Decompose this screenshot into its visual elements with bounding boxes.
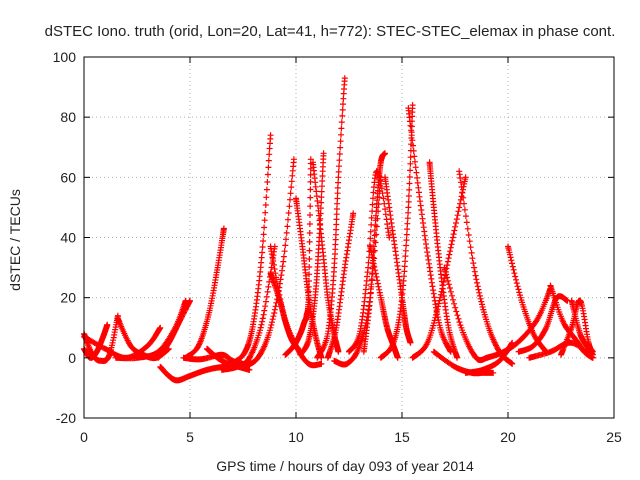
data-point-markers xyxy=(377,102,416,361)
data-series xyxy=(314,75,348,361)
y-tick-label: 20 xyxy=(60,290,76,306)
data-point-markers xyxy=(218,243,278,373)
data-series xyxy=(382,174,414,346)
data-point-markers xyxy=(430,348,497,377)
data-series xyxy=(377,102,416,361)
x-tick-label: 0 xyxy=(80,429,88,445)
data-series xyxy=(155,297,193,361)
data-point-markers xyxy=(324,210,357,361)
x-axis-label: GPS time / hours of day 093 of year 2014 xyxy=(216,458,474,474)
x-tick-label: 25 xyxy=(606,429,622,445)
data-series xyxy=(324,210,357,361)
data-series xyxy=(182,225,227,361)
data-series xyxy=(218,243,278,373)
data-point-markers xyxy=(526,339,596,361)
data-series xyxy=(293,195,325,361)
grid xyxy=(84,57,614,418)
y-tick-label: 60 xyxy=(60,169,76,185)
x-tick-label: 15 xyxy=(394,429,410,445)
data-point-markers xyxy=(293,195,325,361)
data-marks xyxy=(81,75,596,384)
data-point-markers xyxy=(229,132,274,367)
data-series xyxy=(526,339,596,361)
chart-title: dSTEC Iono. truth (orid, Lon=20, Lat=41,… xyxy=(45,23,616,40)
data-series xyxy=(441,264,490,364)
data-point-markers xyxy=(382,174,414,346)
y-tick-label: 40 xyxy=(60,230,76,246)
data-series xyxy=(515,293,571,355)
data-series xyxy=(409,174,469,361)
data-point-markers xyxy=(568,297,596,358)
y-tick-label: -20 xyxy=(56,410,76,426)
data-point-markers xyxy=(297,150,327,358)
data-series xyxy=(430,348,497,377)
data-point-markers xyxy=(441,264,490,364)
data-series xyxy=(297,150,327,358)
data-point-markers xyxy=(360,150,388,355)
data-point-markers xyxy=(314,75,348,361)
x-tick-label: 5 xyxy=(186,429,194,445)
x-tick-label: 10 xyxy=(288,429,304,445)
y-axis-label: dSTEC / TECUs xyxy=(7,189,23,291)
y-tick-label: 80 xyxy=(60,109,76,125)
data-point-markers xyxy=(182,225,227,361)
data-point-markers xyxy=(409,174,469,361)
data-series xyxy=(483,285,554,361)
data-series xyxy=(360,150,388,355)
data-series xyxy=(282,156,314,358)
x-tick-label: 20 xyxy=(500,429,516,445)
y-tick-label: 100 xyxy=(53,49,77,65)
data-point-markers xyxy=(483,285,554,361)
data-point-markers xyxy=(155,297,193,361)
data-point-markers xyxy=(282,156,314,358)
y-tick-label: 0 xyxy=(68,350,76,366)
data-point-markers xyxy=(515,293,571,355)
data-series xyxy=(568,297,596,358)
data-series xyxy=(229,132,274,367)
